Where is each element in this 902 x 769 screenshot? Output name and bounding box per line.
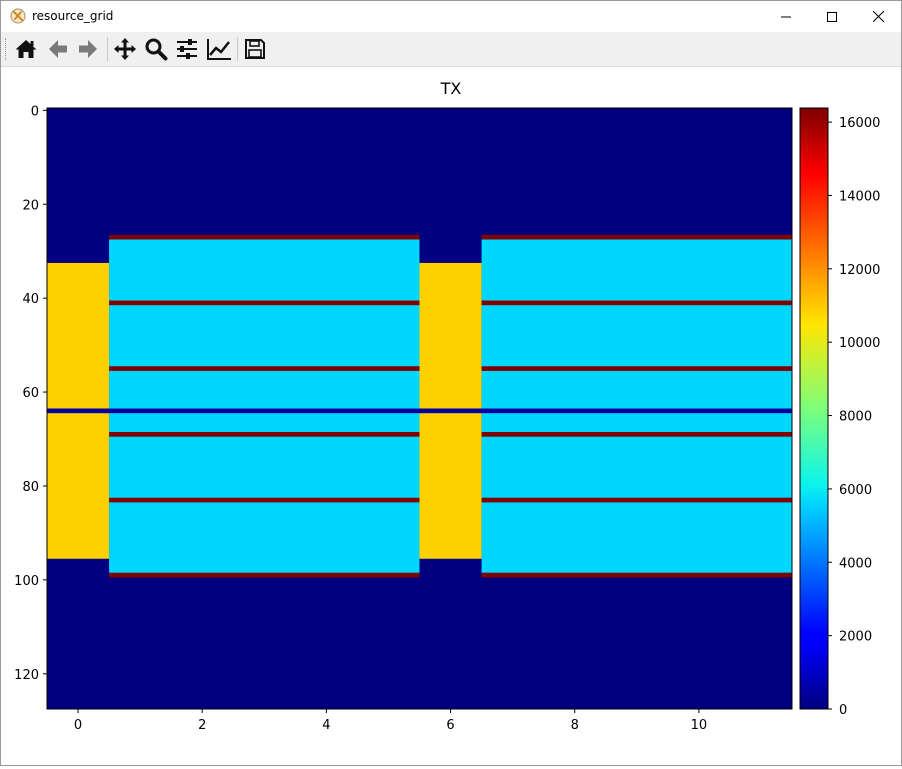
toolbar-grip	[5, 38, 8, 60]
magnifier-icon	[145, 38, 168, 61]
heatmap-cell-block	[109, 572, 420, 578]
save-button[interactable]	[241, 35, 269, 63]
window-title: resource_grid	[32, 9, 114, 23]
colorbar-tick-label: 2000	[839, 630, 872, 645]
x-tick-label: 4	[322, 718, 330, 733]
y-tick-label: 100	[14, 574, 39, 589]
line-chart-icon	[207, 39, 231, 60]
arrow-left-icon	[49, 40, 67, 58]
y-tick-label: 80	[22, 480, 39, 495]
heatmap-cell-block	[109, 497, 420, 503]
maximize-button[interactable]	[809, 1, 855, 32]
heatmap-cell-block	[481, 366, 792, 371]
y-tick-label: 60	[22, 386, 39, 401]
chart-title: TX	[440, 79, 462, 98]
x-tick-label: 10	[691, 718, 708, 733]
y-tick-label: 20	[22, 198, 39, 213]
sliders-icon	[177, 39, 197, 59]
colorbar-tick-label: 6000	[839, 483, 872, 498]
edit-axis-button[interactable]	[205, 35, 233, 63]
arrow-right-icon	[79, 40, 97, 58]
colorbar-tick-label: 16000	[839, 116, 880, 131]
colorbar-tick-label: 10000	[839, 336, 880, 351]
colorbar-tick-label: 0	[839, 703, 847, 718]
toolbar-separator	[107, 37, 108, 61]
floppy-disk-icon	[245, 39, 265, 59]
x-tick-label: 2	[198, 718, 206, 733]
colorbar-tick-label: 8000	[839, 410, 872, 425]
app-logo-icon	[10, 8, 26, 24]
y-tick-label: 120	[14, 668, 39, 683]
colorbar: 0 2000 4000 6000 8000 10000 12000 14000 16000	[799, 107, 880, 718]
x-tick-label: 6	[446, 718, 454, 733]
home-icon	[15, 40, 37, 58]
back-button[interactable]	[44, 35, 72, 63]
heatmap-cell-block	[481, 300, 792, 306]
toolbar-separator	[237, 37, 238, 61]
title-bar: resource_grid	[1, 1, 901, 32]
colorbar-tick-label: 14000	[839, 189, 880, 204]
y-tick-label: 40	[22, 292, 39, 307]
y-tick-label: 0	[31, 104, 39, 119]
figure-canvas[interactable]: TX 0 2 4 6 8 10 0 20 40 60 80 100 120 0 2000 4000 6000 8…	[1, 67, 901, 765]
heatmap-cell-block	[481, 572, 792, 578]
colorbar-tick-label: 4000	[839, 556, 872, 571]
minimize-button[interactable]	[763, 1, 809, 32]
maximize-icon	[827, 11, 837, 22]
heatmap-cell-block	[481, 239, 792, 573]
zoom-button[interactable]	[142, 35, 170, 63]
pan-button[interactable]	[111, 35, 139, 63]
minimize-icon	[781, 16, 791, 17]
heatmap-cell-block	[481, 431, 792, 437]
heatmap-cell-block	[481, 234, 792, 240]
move-icon	[114, 38, 136, 60]
configure-subplots-button[interactable]	[173, 35, 201, 63]
heatmap-cell-block	[481, 497, 792, 503]
close-button[interactable]	[855, 1, 901, 32]
heatmap-cell-block	[109, 239, 420, 573]
heatmap-plot	[47, 108, 792, 709]
heatmap-cell-block	[109, 431, 420, 437]
heatmap-cell-block	[109, 300, 420, 306]
heatmap-cell-block	[109, 366, 420, 371]
heatmap-cell-block	[109, 234, 420, 240]
forward-button[interactable]	[74, 35, 102, 63]
heatmap-cell-block	[47, 408, 792, 414]
home-button[interactable]	[12, 35, 40, 63]
colorbar-tick-label: 12000	[839, 263, 880, 278]
close-icon	[872, 11, 884, 22]
x-tick-label: 8	[571, 718, 579, 733]
plot-frame	[46, 107, 793, 710]
colorbar-gradient	[799, 107, 829, 710]
navigation-toolbar	[1, 32, 901, 67]
x-tick-label: 0	[74, 718, 82, 733]
